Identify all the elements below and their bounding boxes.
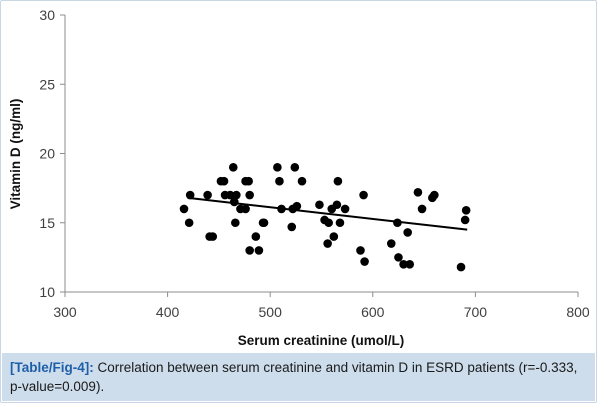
data-point (277, 204, 286, 214)
scatter-chart: 300 400 500 600 700 800 10 15 20 25 30 Serum creat… (8, 7, 590, 348)
data-point (245, 190, 254, 200)
data-point (461, 205, 471, 215)
data-point (403, 228, 412, 237)
x-tick-label: 300 (53, 304, 77, 320)
figure-caption: [Table/Fig-4]: Correlation between serum… (2, 353, 595, 401)
data-point (417, 204, 427, 214)
data-point (335, 218, 345, 228)
data-point (405, 260, 415, 269)
data-point (329, 232, 339, 241)
data-point (386, 239, 396, 248)
y-tick-label: 30 (39, 7, 55, 23)
data-point (245, 246, 254, 255)
caption-tag: [Table/Fig-4]: (10, 360, 94, 375)
data-point (185, 190, 195, 200)
data-point (297, 176, 307, 186)
data-point (413, 187, 423, 197)
data-point (324, 218, 333, 228)
data-point (244, 176, 253, 186)
data-point (332, 200, 342, 210)
data-point (292, 201, 302, 211)
data-point (456, 262, 466, 272)
x-tick-label: 600 (361, 304, 385, 320)
x-tick-label: 400 (156, 304, 180, 320)
y-axis-title: Vitamin D (ng/ml) (8, 99, 23, 210)
caption-text: Correlation between serum creatinine and… (10, 360, 578, 394)
data-point (251, 232, 261, 241)
data-point (231, 218, 240, 228)
data-point (315, 200, 324, 210)
data-point (393, 218, 402, 228)
data-point (219, 176, 229, 186)
data-point (241, 204, 250, 214)
data-point (254, 246, 264, 255)
data-point (460, 215, 470, 225)
data-point (430, 190, 439, 200)
data-point (340, 204, 350, 214)
data-point (359, 190, 368, 200)
data-point (399, 260, 408, 269)
data-point (356, 246, 365, 255)
data-point (360, 257, 369, 266)
data-point (290, 163, 300, 172)
y-tick-label: 10 (39, 284, 55, 300)
data-point (323, 239, 332, 248)
x-tick-label: 500 (259, 304, 283, 320)
data-point (203, 190, 212, 200)
data-point (228, 163, 238, 172)
data-point (273, 163, 282, 172)
data-point (259, 218, 269, 228)
data-point (184, 218, 194, 228)
y-tick-label: 20 (39, 146, 55, 162)
data-point (275, 176, 284, 186)
y-tick-label: 15 (39, 215, 55, 231)
data-point (232, 190, 241, 200)
data-point (208, 232, 218, 241)
data-point (225, 190, 235, 200)
x-axis-title: Serum creatinine (umol/L) (238, 333, 405, 348)
data-point (229, 197, 239, 207)
data-point (394, 253, 403, 262)
x-tick-label: 800 (566, 304, 590, 320)
data-point (333, 176, 343, 186)
data-point (179, 204, 189, 214)
y-tick-label: 25 (39, 76, 55, 92)
x-tick-label: 700 (464, 304, 488, 320)
data-point (287, 222, 297, 232)
